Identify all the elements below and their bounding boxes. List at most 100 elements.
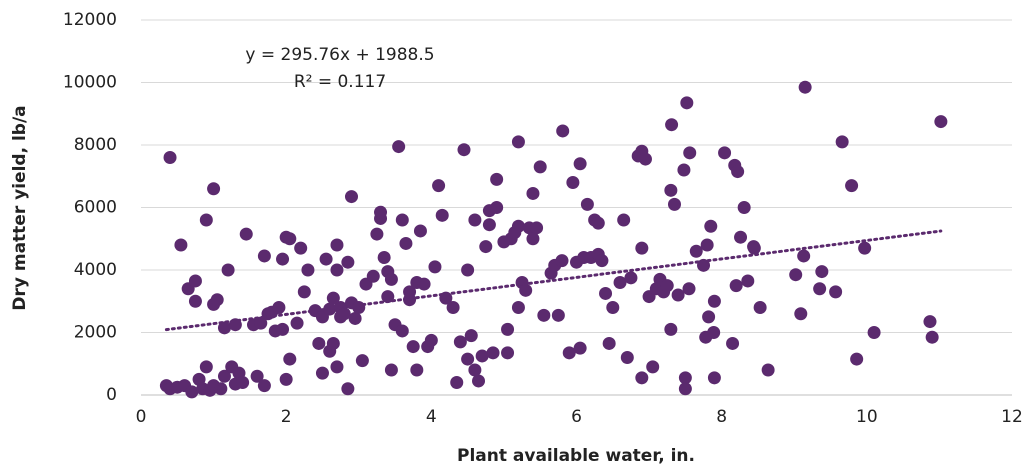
point [461, 352, 475, 366]
point [217, 369, 231, 383]
point [665, 118, 679, 132]
point [797, 249, 811, 263]
point [257, 249, 271, 263]
point [501, 346, 515, 360]
point [486, 346, 500, 360]
point [355, 354, 369, 368]
point [737, 201, 751, 214]
point [660, 279, 674, 293]
point [446, 301, 460, 314]
point [341, 255, 355, 269]
point [330, 263, 344, 277]
y-tick-label: 8000 [74, 135, 117, 155]
x-tick-label: 4 [426, 407, 437, 427]
point [591, 216, 605, 230]
point [682, 282, 696, 296]
point [702, 310, 716, 324]
point [707, 371, 721, 385]
point [501, 322, 515, 336]
point [312, 336, 326, 350]
point [279, 372, 293, 386]
point [319, 252, 333, 266]
point [761, 363, 775, 377]
point [707, 294, 721, 308]
point [479, 240, 493, 254]
point [798, 80, 812, 94]
point [294, 241, 308, 255]
point [344, 190, 358, 204]
point [747, 241, 761, 255]
point [374, 205, 388, 219]
point [290, 316, 304, 330]
point [490, 172, 504, 186]
point [726, 336, 740, 350]
point [410, 363, 424, 377]
point [435, 208, 449, 222]
point [384, 272, 398, 286]
point [845, 179, 859, 193]
point [283, 232, 297, 246]
point [925, 330, 939, 344]
point [276, 322, 290, 336]
x-tick-label: 0 [136, 407, 147, 427]
point [283, 352, 297, 366]
y-axis-title: Dry matter yield, lb/a [10, 105, 30, 310]
point [297, 285, 311, 299]
point [867, 326, 881, 339]
point [858, 241, 872, 255]
point [934, 115, 948, 129]
y-tick-label: 6000 [74, 198, 117, 218]
point [453, 335, 467, 349]
point [326, 336, 340, 350]
trendline-equation: y = 295.76x + 1988.5 [245, 45, 434, 65]
point [468, 213, 482, 227]
y-tick-label: 10000 [63, 73, 117, 93]
point [468, 363, 482, 377]
point [595, 254, 609, 268]
trendline-r-squared: R² = 0.117 [294, 72, 386, 92]
point [526, 186, 540, 200]
point [185, 385, 199, 399]
point [700, 238, 714, 252]
point [602, 336, 616, 350]
x-axis-title: Plant available water, in. [457, 446, 695, 466]
point [490, 201, 504, 214]
point [573, 341, 587, 355]
point [301, 263, 315, 277]
point [188, 274, 202, 288]
point [199, 360, 213, 374]
point [664, 322, 678, 336]
point [718, 146, 732, 160]
point [272, 301, 286, 314]
point [664, 183, 678, 197]
point [199, 213, 213, 227]
point [697, 258, 711, 272]
point [680, 96, 694, 110]
point [635, 241, 649, 255]
point [450, 376, 464, 389]
point [174, 238, 188, 252]
point [562, 346, 576, 360]
y-tick-label: 4000 [74, 260, 117, 280]
point [482, 218, 496, 232]
point [352, 301, 366, 314]
point [428, 260, 442, 274]
point [384, 363, 398, 377]
point [188, 294, 202, 308]
x-tick-label: 8 [716, 407, 727, 427]
point [214, 382, 228, 396]
point [566, 176, 580, 189]
point [789, 268, 803, 282]
point [207, 182, 221, 196]
point [635, 371, 649, 385]
point [464, 329, 478, 343]
point [381, 290, 395, 304]
point [813, 282, 827, 296]
point [511, 301, 525, 314]
point [526, 232, 540, 246]
point [475, 349, 489, 363]
point [815, 265, 829, 279]
point [794, 307, 808, 321]
point [850, 352, 864, 366]
point [519, 283, 533, 297]
